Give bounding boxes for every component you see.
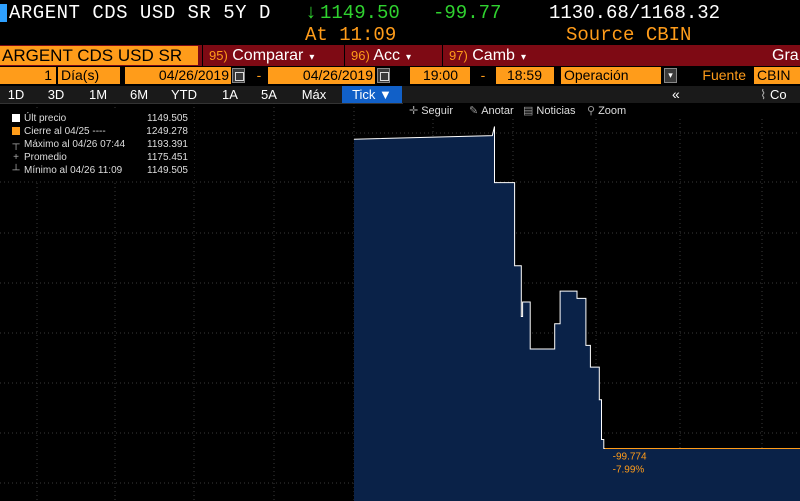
line-chart-icon: ⌇ [760,87,767,102]
chart-toolbar: ✛ Seguir ✎ Anotar ▤ Noticias ⚲ Zoom [403,103,800,119]
tab-1a[interactable]: 1A [222,87,238,102]
down-arrow-icon: ↓ [306,1,316,23]
zoom-label: Zoom [598,105,627,117]
pencil-icon: ✎ [469,105,479,117]
legend-high: ┬ Máximo al 04/26 07:44 1193.391 [0,138,194,151]
legend-label: Cierre al 04/25 ---- [24,126,106,137]
news-icon: ▤ [523,105,534,117]
period-unit[interactable]: Día(s) [58,67,120,84]
news-label: Noticias [536,105,576,117]
menu-number: 97) [449,48,468,63]
change-menu[interactable]: 97) Camb ▾ [442,45,557,66]
tab-tick[interactable]: Tick ▼ [342,86,402,103]
period-count[interactable]: 1 [0,67,56,84]
menu-label: Comparar [232,47,304,64]
calendar-icon[interactable] [232,68,245,83]
legend-value: 1175.451 [147,152,188,163]
change-annotation: -99.774 [613,452,647,463]
magnifier-icon: ⚲ [587,105,596,117]
tab-max[interactable]: Máx [301,87,327,102]
annotate-button[interactable]: ✎ Anotar [469,103,514,119]
calendar-icon[interactable] [377,68,390,83]
menu-label: Acc [373,47,401,64]
actions-menu[interactable]: 96) Acc ▾ [344,45,440,66]
end-date-field[interactable]: 04/26/2019 [268,67,375,84]
period-selector: 1D 3D 1M 6M YTD 1A 5A Máx Tick ▼ « ⌇ Co [0,86,800,104]
legend-label: Máximo al 04/26 07:44 [24,139,126,150]
tab-1d[interactable]: 1D [7,87,25,102]
quote-header: ARGENT CDS USD SR 5Y D ↓ 1149.50 -99.77 … [0,0,800,24]
news-button[interactable]: ▤ Noticias [523,103,576,119]
source-field[interactable]: CBIN [754,67,800,84]
dropdown-icon[interactable]: ▾ [664,68,677,83]
legend-swatch [12,127,20,135]
net-change: -99.77 [433,2,502,24]
menu-number: 96) [351,48,370,63]
legend-label: Mínimo al 04/26 11:09 [24,165,123,176]
compare-menu[interactable]: 95) Comparar ▾ [202,45,342,66]
legend-value: 1193.391 [147,139,188,150]
annotate-label: Anotar [481,105,514,117]
tab-6m[interactable]: 6M [129,87,149,102]
range-separator: / [628,2,641,24]
price-line [353,126,800,449]
end-time-field[interactable]: 18:59 [496,67,554,84]
legend-value: 1149.505 [147,113,188,124]
graph-menu[interactable]: Gra [768,45,800,66]
legend-average: + Promedio 1175.451 [0,151,194,164]
menu-label: Camb [472,47,515,64]
params-row: 1 Día(s) 04/26/2019 - 04/26/2019 19:00 -… [0,66,800,86]
quote-time: At 11:09 [305,24,397,46]
legend-label: Promedio [24,152,67,163]
tab-ytd[interactable]: YTD [171,87,197,102]
low-marker-icon: ┴ [12,165,20,176]
quote-source: Source CBIN [566,24,692,46]
average-marker-icon: + [13,152,19,163]
collapse-icon[interactable]: « [672,86,680,102]
caret-down-icon: ▾ [520,52,526,63]
price-area [354,126,800,501]
caret-down-icon: ▾ [406,52,412,63]
tab-1m[interactable]: 1M [88,87,108,102]
chart-options-button[interactable]: ⌇ Co [760,86,787,103]
last-price: 1149.50 [320,2,400,24]
start-time-field[interactable]: 19:00 [410,67,470,84]
chart-options-label: Co [769,87,787,102]
source-label: Fuente [684,67,750,84]
tab-3d[interactable]: 3D [47,87,65,102]
date-dash: - [252,67,266,84]
menu-label: Gra [772,47,799,64]
price-chart[interactable]: -99.774 -7.99% [0,103,800,501]
quote-subheader: At 11:09 Source CBIN [0,24,800,46]
crosshair-icon: ✛ [409,105,419,117]
day-low: 1130.68 [549,2,629,24]
zoom-button[interactable]: ⚲ Zoom [587,103,626,119]
security-title: ARGENT CDS USD SR 5Y D [9,2,271,24]
legend-label: Últ precio [24,113,67,124]
caret-down-icon: ▾ [309,52,315,63]
time-dash: - [472,67,494,84]
start-date-field[interactable]: 04/26/2019 [125,67,231,84]
menu-number: 95) [209,48,228,63]
tab-5a[interactable]: 5A [261,87,277,102]
legend-swatch [12,114,20,122]
follow-button[interactable]: ✛ Seguir [409,103,453,119]
legend-value: 1249.278 [146,126,188,137]
legend-value: 1149.505 [147,165,188,176]
follow-label: Seguir [421,105,454,117]
legend-last: Últ precio 1149.505 [0,112,194,125]
chart-legend: Últ precio 1149.505 Cierre al 04/25 ----… [0,110,194,180]
security-field[interactable]: ARGENT CDS USD SR [0,46,198,65]
day-high: 1168.32 [640,2,721,24]
low-high-range: 1130.68/1168.32 [549,2,720,24]
legend-low: ┴ Mínimo al 04/26 11:09 1149.505 [0,164,194,177]
pct-change-annotation: -7.99% [613,465,645,476]
mode-select[interactable]: Operación [561,67,661,84]
security-marker [0,4,7,22]
high-marker-icon: ┬ [12,139,20,150]
menu-bar: ARGENT CDS USD SR 95) Comparar ▾ 96) Acc ▾… [0,45,800,66]
legend-close: Cierre al 04/25 ---- 1249.278 [0,125,194,138]
